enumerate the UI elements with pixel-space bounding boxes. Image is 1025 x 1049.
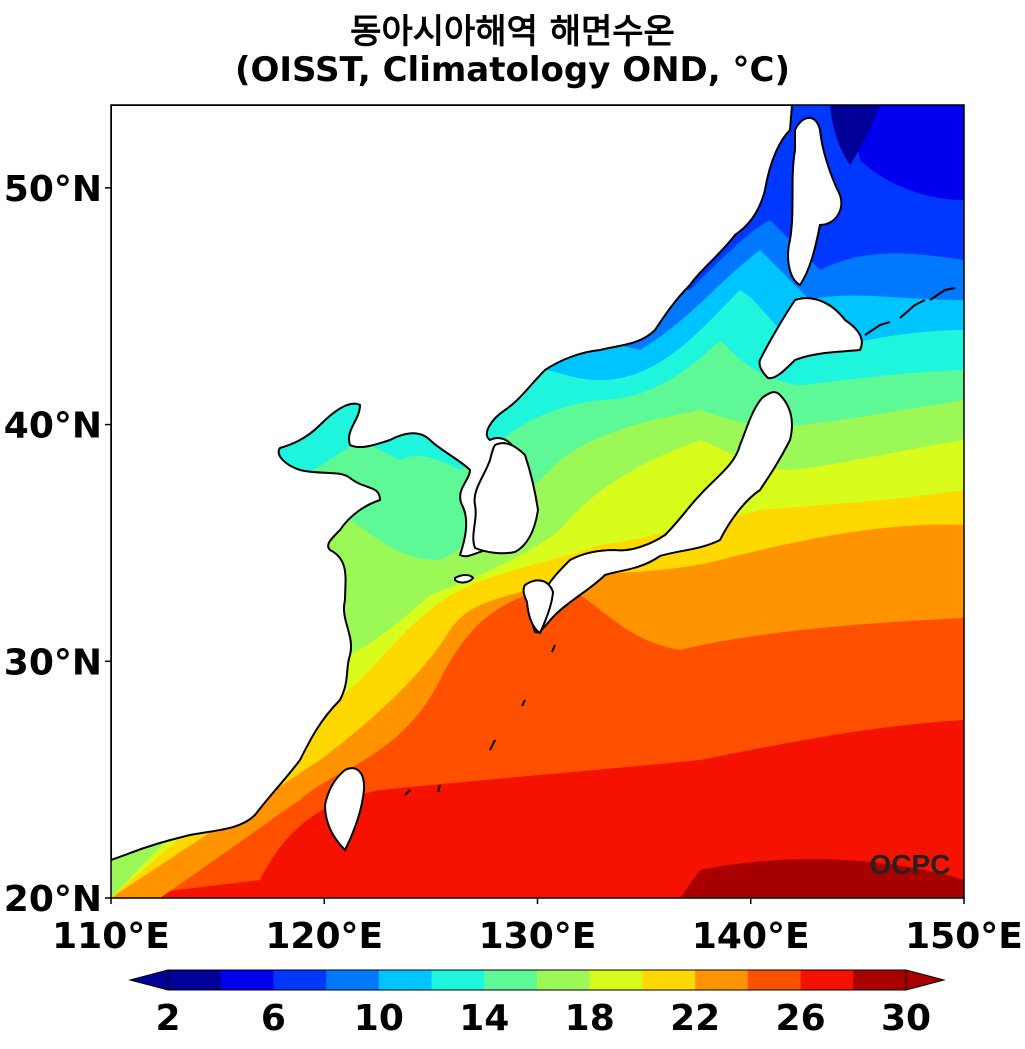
colorbar-extend-min — [128, 969, 169, 991]
y-tick-label: 30°N — [4, 642, 102, 683]
colorbar-swatch — [378, 970, 433, 990]
map-title-line2: (OISST, Climatology OND, °C) — [234, 50, 791, 90]
land-hokkaido — [758, 297, 863, 380]
colorbar-swatch — [168, 970, 222, 990]
colorbar-swatch — [695, 970, 749, 990]
land-korea-peninsula — [472, 442, 540, 555]
land-asia-mainland — [111, 105, 794, 862]
colorbar-tick-label: 22 — [670, 998, 720, 1039]
x-tick-label: 110°E — [52, 916, 170, 957]
colorbar-swatch — [589, 970, 643, 990]
y-axis-ticks: 20°N 30°N 40°N 50°N — [4, 169, 111, 920]
colorbar-swatch — [853, 970, 907, 990]
colorbar-tick-label: 18 — [565, 998, 615, 1039]
map-title-line1: 동아시아해역 해면수온 — [350, 12, 675, 52]
colorbar-swatch — [537, 970, 591, 990]
x-tick-label: 130°E — [479, 916, 597, 957]
colorbar-outline — [167, 969, 907, 991]
colorbar-swatch — [431, 970, 485, 990]
colorbar-swatch — [747, 970, 802, 990]
colorbar: 2 6 10 14 18 22 26 30 — [128, 969, 946, 1039]
x-tick-label: 120°E — [265, 916, 383, 957]
x-tick-label: 140°E — [692, 916, 810, 957]
colorbar-tick-label: 14 — [459, 998, 509, 1039]
colorbar-swatch — [642, 970, 696, 990]
land-taiwan — [323, 767, 366, 852]
y-tick-label: 50°N — [4, 169, 102, 210]
land-sakhalin — [787, 117, 843, 287]
colorbar-tick-label: 30 — [881, 998, 931, 1039]
colorbar-swatch — [220, 970, 274, 990]
land-korea-jeju-fill — [454, 574, 475, 584]
y-tick-label: 40°N — [4, 406, 102, 447]
land-kyushu — [522, 579, 555, 635]
x-axis-ticks: 110°E 120°E 130°E 140°E 150°E — [52, 898, 1023, 957]
land-kuril-islands — [864, 287, 956, 336]
colorbar-tick-label: 26 — [776, 998, 826, 1039]
x-tick-label: 150°E — [905, 916, 1023, 957]
colorbar-tick-label: 6 — [261, 998, 286, 1039]
colorbar-swatch — [800, 970, 854, 990]
colorbar-tick-label: 2 — [155, 998, 180, 1039]
colorbar-swatch — [273, 970, 327, 990]
y-tick-label: 20°N — [4, 879, 102, 920]
colorbar-swatch — [484, 970, 538, 990]
sst-contour-field — [111, 105, 964, 898]
ocpc-watermark: OCPC — [870, 849, 951, 880]
land-ryukyu-islands — [404, 644, 556, 796]
colorbar-tick-label: 10 — [354, 998, 404, 1039]
band-4 — [830, 105, 880, 165]
colorbar-extend-max — [905, 969, 946, 991]
band-6 — [111, 105, 964, 200]
colorbar-swatch — [326, 970, 380, 990]
